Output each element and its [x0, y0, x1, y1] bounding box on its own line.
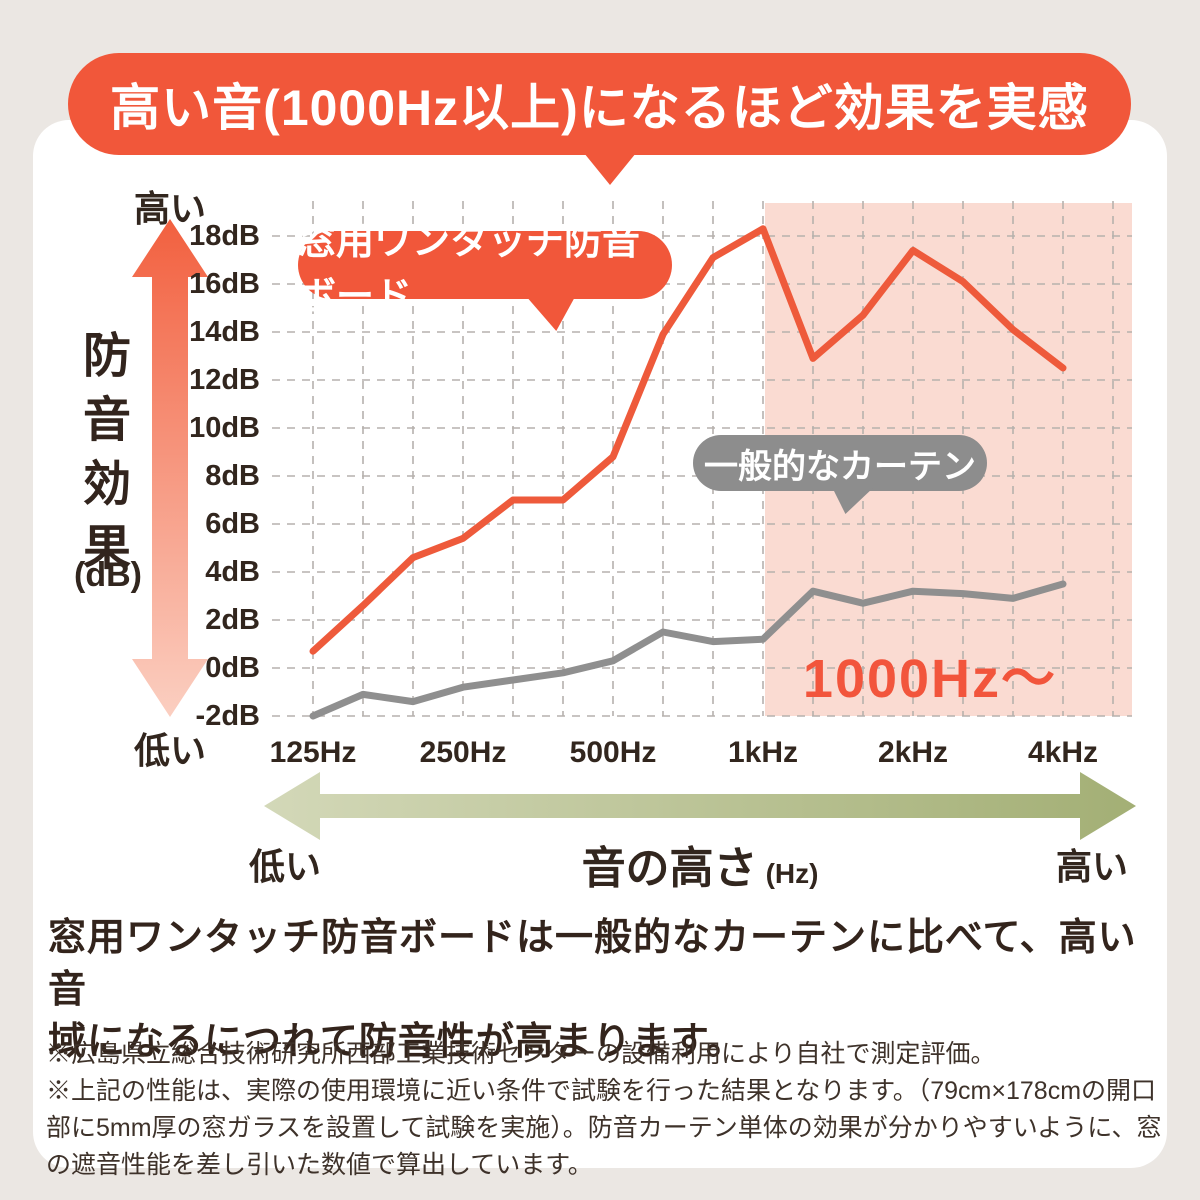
- highlight-region-label: 1000Hz〜: [802, 649, 1058, 709]
- banner-pointer-icon: [584, 153, 636, 185]
- y-tick-label: 4dB: [205, 556, 260, 588]
- banner-title: 高い音(1000Hz以上)になるほど効果を実感: [110, 80, 1089, 136]
- footnote-1: ※広島県立総合技術研究所西部工業技術センターの設備利用により自社で測定評価。: [46, 1040, 996, 1068]
- y-axis-title: 防音効果: [75, 330, 128, 586]
- board-series-label: 窓用ワンタッチ防音ボード: [298, 221, 641, 318]
- y-tick-label: -2dB: [195, 700, 260, 732]
- summary-line-2: 域になるにつれて防音性が高まります。: [48, 1021, 746, 1063]
- summary-line-1: 窓用ワンタッチ防音ボードは一般的なカーテンに比べて、高い音: [48, 917, 1137, 1011]
- series-line: [309, 580, 1067, 720]
- x-axis-caption: 音の高さ (Hz): [400, 832, 1000, 896]
- y-axis-high-label: 高い: [133, 188, 206, 229]
- y-tick-label: 12dB: [189, 364, 260, 396]
- x-tick-label: 2kHz: [877, 736, 949, 769]
- y-axis-low-label: 低い: [133, 730, 206, 771]
- y-tick-label: 18dB: [189, 220, 260, 252]
- board-series-bubble: 窓用ワンタッチ防音ボード: [298, 221, 672, 318]
- y-axis-unit: (dB): [74, 556, 142, 594]
- y-tick-label: 10dB: [189, 412, 260, 444]
- x-axis-caption-text: 音の高さ: [581, 844, 758, 893]
- y-tick-label: 14dB: [189, 316, 260, 348]
- effect-axis-arrow-icon: [132, 219, 208, 717]
- x-tick-label: 1kHz: [727, 736, 799, 769]
- footnotes: ※広島県立総合技術研究所西部工業技術センターの設備利用により自社で測定評価。 ※…: [46, 1036, 1164, 1184]
- y-tick-label: 2dB: [205, 604, 260, 636]
- header-banner: 高い音(1000Hz以上)になるほど効果を実感: [68, 53, 1131, 155]
- x-axis-low-label: 低い: [248, 846, 321, 887]
- x-axis-caption-unit: (Hz): [765, 858, 819, 889]
- x-tick-label: 4kHz: [1027, 736, 1099, 769]
- x-tick-label: 125Hz: [269, 736, 357, 769]
- y-tick-label: 0dB: [205, 652, 260, 684]
- x-tick-label: 500Hz: [569, 736, 657, 769]
- summary-text: 窓用ワンタッチ防音ボードは一般的なカーテンに比べて、高い音 域になるにつれて防音…: [48, 912, 1163, 1068]
- footnote-2: ※上記の性能は、実際の使用環境に近い条件で試験を行った結果となります。（79cm…: [46, 1077, 1162, 1179]
- y-tick-label: 8dB: [205, 460, 260, 492]
- x-axis-high-label: 高い: [1055, 846, 1128, 887]
- y-tick-label: 6dB: [205, 508, 260, 540]
- series-line: [309, 225, 1067, 655]
- pitch-axis-arrow-icon: [264, 772, 1136, 840]
- curtain-series-label: 一般的なカーテン: [704, 447, 976, 486]
- x-tick-label: 250Hz: [419, 736, 507, 769]
- y-tick-label: 16dB: [189, 268, 260, 300]
- curtain-series-bubble: 一般的なカーテン: [693, 435, 987, 491]
